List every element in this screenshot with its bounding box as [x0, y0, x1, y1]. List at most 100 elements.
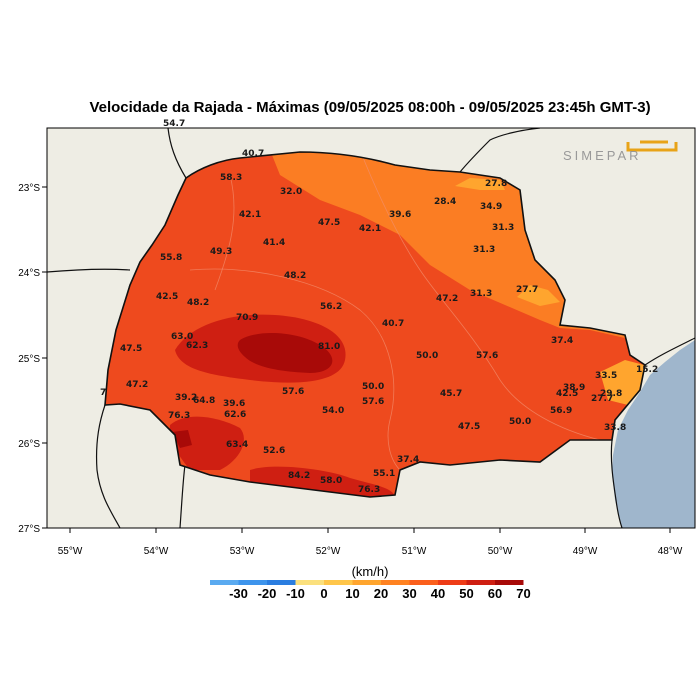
legend-tick-label: -10 [286, 586, 305, 601]
legend-swatch [409, 580, 438, 585]
station-value: 58.3 [220, 173, 242, 183]
lon-tick-label: 52°W [316, 546, 341, 557]
legend-swatch [238, 580, 267, 585]
station-value: 62.6 [224, 410, 246, 420]
legend-swatch [295, 580, 324, 585]
contour-line [359, 152, 601, 441]
station-value: 76.3 [168, 411, 190, 421]
lon-axis: 55°W 54°W 53°W 52°W 51°W 50°W 49°W 48°W [58, 528, 683, 557]
legend-swatch [210, 580, 239, 585]
state-border-sc [610, 439, 623, 528]
legend-color-bar [210, 580, 524, 585]
station-value: 27.8 [485, 179, 507, 189]
legend-tick-label: 50 [459, 586, 473, 601]
lon-tick-label: 50°W [488, 546, 513, 557]
station-value: 40.7 [382, 319, 404, 329]
station-value: 41.4 [263, 238, 285, 248]
contour-line [214, 174, 235, 291]
zone-20-30-b [517, 285, 560, 306]
lat-tick-label: 27°S [18, 524, 40, 535]
zone-70-plus [237, 333, 333, 373]
station-value: 81.0 [318, 342, 340, 352]
color-legend: (km/h) -30 -20 -10 0 10 20 30 40 50 60 70 [210, 564, 531, 601]
station-value: 31.3 [492, 223, 514, 233]
legend-unit: (km/h) [352, 564, 389, 579]
lat-tick-label: 23°S [18, 183, 40, 194]
station-value: 33.8 [604, 423, 626, 433]
lat-tick-label: 25°S [18, 354, 40, 365]
station-values: 54.7 40.7 58.3 32.0 27.8 28.4 34.9 42.1 … [100, 119, 658, 495]
station-value: 42.5 [156, 292, 178, 302]
legend-tick-label: 60 [488, 586, 502, 601]
station-value: 29.8 [600, 389, 622, 399]
station-value: 47.2 [126, 380, 148, 390]
station-value: 48.2 [284, 271, 306, 281]
station-value: 47.5 [120, 344, 142, 354]
station-value: 63.4 [226, 440, 248, 450]
station-value: 37.4 [397, 455, 419, 465]
lon-tick-label: 48°W [658, 546, 683, 557]
station-value: 49.3 [210, 247, 232, 257]
station-value: 47.5 [458, 422, 480, 432]
state-outline [104, 151, 646, 498]
station-value: 42.1 [359, 224, 381, 234]
lat-tick-label: 24°S [18, 268, 40, 279]
legend-tick-label: -30 [229, 586, 248, 601]
station-value: 33.5 [595, 371, 617, 381]
station-value: 58.0 [320, 476, 342, 486]
lon-tick-label: 54°W [144, 546, 169, 557]
station-value: 62.3 [186, 341, 208, 351]
station-value: 54.7 [163, 119, 185, 129]
station-value: 64.8 [193, 396, 215, 406]
legend-swatch [381, 580, 410, 585]
simepar-logo: SIMEPAR [563, 140, 678, 163]
coast-north [644, 337, 695, 366]
station-value: 63.0 [171, 332, 193, 342]
station-value: 27.7 [591, 394, 613, 404]
station-value: 57.6 [362, 397, 384, 407]
station-value: 76.3 [358, 485, 380, 495]
legend-swatch [495, 580, 524, 585]
legend-swatch [352, 580, 381, 585]
station-value: 31.3 [470, 289, 492, 299]
legend-tick-label: 0 [320, 586, 327, 601]
legend-tick-label: 40 [431, 586, 445, 601]
station-value: 42.5 [556, 389, 578, 399]
station-value: 38.9 [563, 383, 585, 393]
station-value: 54.0 [322, 406, 344, 416]
station-value: 15.2 [636, 365, 658, 375]
station-value: 27.7 [516, 285, 538, 295]
legend-swatch [438, 580, 467, 585]
station-value: 56.2 [320, 302, 342, 312]
station-value: 52.6 [263, 446, 285, 456]
zone-20-30-a [455, 178, 505, 190]
lon-tick-label: 49°W [573, 546, 598, 557]
station-value: 55.1 [373, 469, 395, 479]
station-value: 39.6 [389, 210, 411, 220]
map-title: Velocidade da Rajada - Máximas (09/05/20… [89, 99, 651, 116]
station-value: 7 [100, 388, 106, 398]
station-value: 48.2 [187, 298, 209, 308]
map-frame [46, 127, 696, 529]
border-ms-sp [167, 128, 541, 179]
lon-tick-label: 51°W [402, 546, 427, 557]
station-value: 50.0 [509, 417, 531, 427]
logo-mark [626, 140, 678, 152]
station-value: 57.6 [282, 387, 304, 397]
border-argentina [95, 404, 186, 528]
contour-line [189, 268, 401, 471]
logo-text: SIMEPAR [563, 148, 642, 163]
legend-tick-label: -20 [258, 586, 277, 601]
station-value: 45.7 [440, 389, 462, 399]
legend-tick-label: 10 [345, 586, 359, 601]
station-value: 57.6 [476, 351, 498, 361]
lon-tick-label: 53°W [230, 546, 255, 557]
station-value: 70.9 [236, 313, 258, 323]
zone-70-plus-south [172, 430, 192, 448]
lat-tick-label: 26°S [18, 439, 40, 450]
legend-tick-label: 70 [516, 586, 530, 601]
legend-tick-labels: -30 -20 -10 0 10 20 30 40 50 60 70 [229, 586, 531, 601]
station-value: 47.5 [318, 218, 340, 228]
legend-swatch [466, 580, 495, 585]
